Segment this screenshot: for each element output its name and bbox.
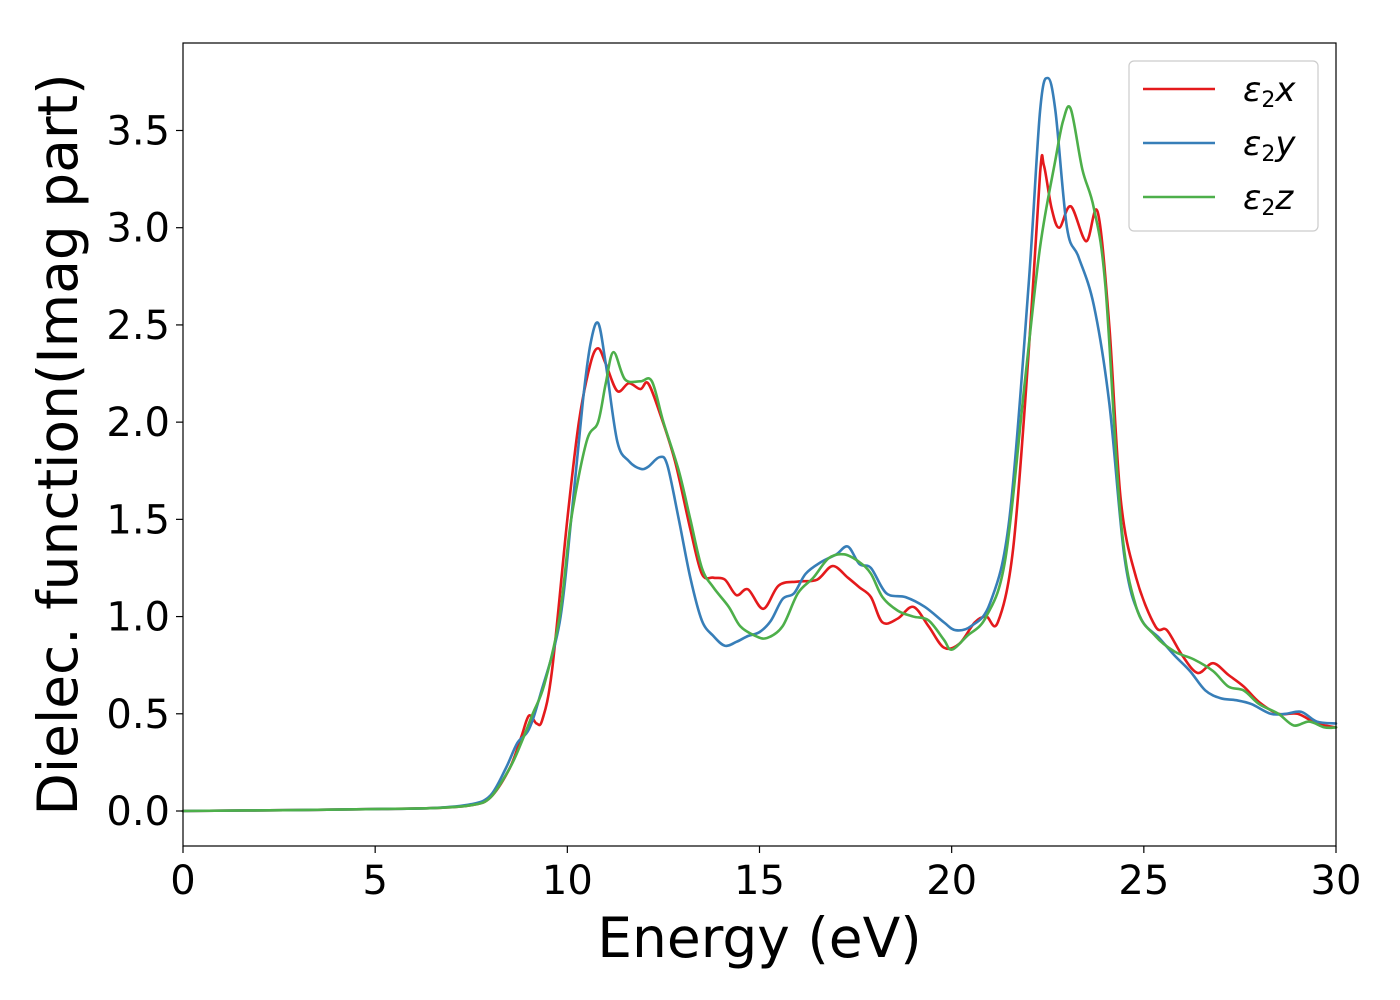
x-axis: 0 5 10 15 20 25 30 bbox=[170, 846, 1361, 904]
x-tick-label: 25 bbox=[1118, 858, 1169, 904]
x-tick-label: 5 bbox=[362, 858, 387, 904]
legend-label-x: ε2x bbox=[1243, 70, 1296, 113]
x-tick-label: 15 bbox=[734, 858, 785, 904]
y-tick-label: 0.5 bbox=[106, 692, 170, 738]
series-line-z bbox=[181, 105, 1338, 813]
y-tick-label: 0.0 bbox=[106, 789, 170, 835]
x-tick-label: 10 bbox=[542, 858, 593, 904]
legend-label-z: ε2z bbox=[1243, 178, 1294, 221]
y-axis-title: Dielec. function(Imag part) bbox=[26, 73, 90, 815]
series-layer bbox=[181, 76, 1338, 813]
legend-label-y: ε2y bbox=[1243, 124, 1296, 167]
y-axis: 0.0 0.5 1.0 1.5 2.0 2.5 3.0 3.5 bbox=[106, 108, 183, 835]
x-tick-label: 30 bbox=[1311, 858, 1362, 904]
x-tick-label: 0 bbox=[170, 858, 195, 904]
y-tick-label: 1.5 bbox=[106, 497, 170, 543]
y-tick-label: 2.5 bbox=[106, 303, 170, 349]
legend-box bbox=[1128, 60, 1319, 232]
y-tick-label: 3.0 bbox=[106, 206, 170, 252]
x-tick-label: 20 bbox=[926, 858, 977, 904]
x-axis-title: Energy (eV) bbox=[597, 906, 921, 970]
series-line-x bbox=[181, 154, 1338, 813]
y-tick-label: 2.0 bbox=[106, 400, 170, 446]
legend: ε2x ε2y ε2z bbox=[1128, 60, 1319, 232]
y-tick-label: 1.0 bbox=[106, 595, 170, 641]
y-tick-label: 3.5 bbox=[106, 108, 170, 154]
